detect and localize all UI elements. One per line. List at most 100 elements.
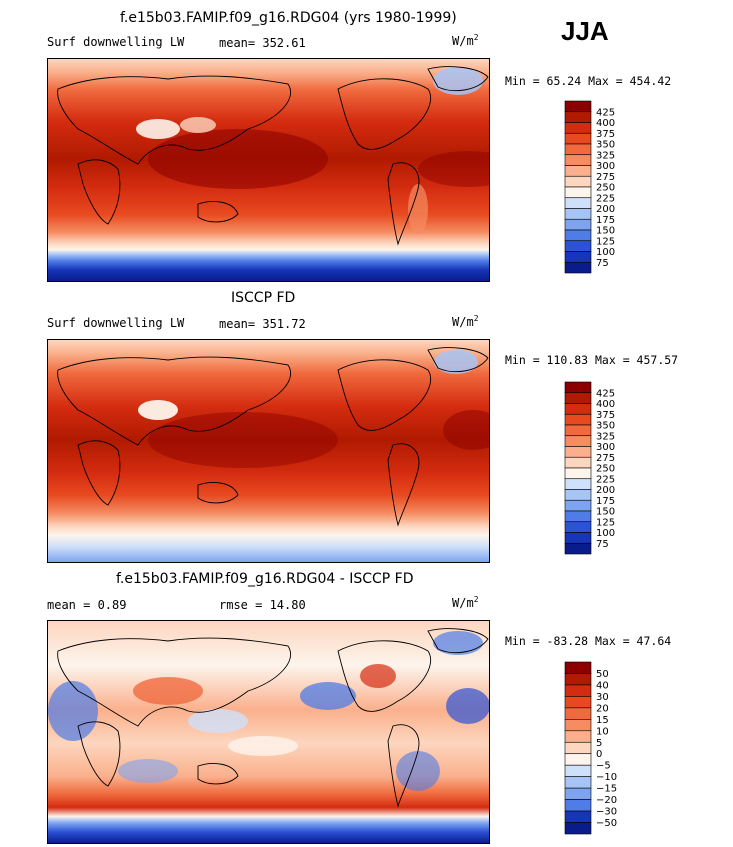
colorbar-tick-label: 300 bbox=[596, 442, 615, 453]
colorbar-swatch bbox=[564, 799, 592, 812]
colorbar-swatch bbox=[564, 111, 592, 123]
colorbar-swatch bbox=[564, 208, 592, 220]
panel-1-colorbar: 425 400 375 350 325 300 275 250 225 200 175 150 125 1… bbox=[564, 100, 645, 275]
colorbar-tick-label: 100 bbox=[596, 528, 615, 539]
colorbar-swatch bbox=[564, 532, 592, 544]
colorbar-tick-label: 20 bbox=[596, 703, 609, 714]
colorbar-swatch bbox=[564, 489, 592, 501]
panel-1-unit-label: W/m2 bbox=[452, 33, 479, 48]
colorbar-swatch bbox=[564, 521, 592, 533]
colorbar-swatch bbox=[564, 719, 592, 732]
colorbar-swatch bbox=[564, 229, 592, 242]
colorbar-swatch bbox=[564, 435, 592, 447]
colorbar-swatch bbox=[564, 100, 592, 113]
colorbar-tick-label: 225 bbox=[596, 193, 615, 204]
colorbar-tick-label: 325 bbox=[596, 150, 615, 161]
colorbar-swatch bbox=[564, 467, 592, 480]
panel-3-unit-label: W/m2 bbox=[452, 595, 479, 610]
colorbar-swatch bbox=[564, 154, 592, 166]
colorbar-swatch bbox=[564, 764, 592, 777]
panel-2-minmax: Min = 110.83 Max = 457.57 bbox=[505, 353, 679, 367]
colorbar-tick-label: 275 bbox=[596, 453, 615, 464]
colorbar-tick-label: −50 bbox=[596, 818, 617, 829]
colorbar-tick-label: 200 bbox=[596, 204, 615, 215]
colorbar-swatch bbox=[564, 251, 592, 263]
colorbar-tick-label: 225 bbox=[596, 474, 615, 485]
colorbar-swatch bbox=[564, 381, 592, 394]
panel-3-minmax: Min = -83.28 Max = 47.64 bbox=[505, 634, 672, 648]
colorbar-swatch bbox=[564, 424, 592, 437]
colorbar-swatch bbox=[564, 122, 592, 134]
colorbar-tick-label: 175 bbox=[596, 496, 615, 507]
colorbar-swatch bbox=[564, 218, 592, 231]
panel-1-map bbox=[47, 58, 490, 282]
colorbar-swatch bbox=[564, 673, 592, 686]
colorbar-swatch bbox=[564, 261, 592, 274]
colorbar-tick-label: 150 bbox=[596, 226, 615, 237]
panel-1-mean-label: mean= 352.61 bbox=[219, 36, 306, 50]
colorbar-swatch bbox=[564, 392, 592, 404]
colorbar-swatch bbox=[564, 661, 592, 674]
colorbar-tick-label: 125 bbox=[596, 517, 615, 528]
colorbar-tick-label: 150 bbox=[596, 507, 615, 518]
colorbar-tick-label: 200 bbox=[596, 485, 615, 496]
colorbar-swatch bbox=[564, 510, 592, 523]
panel-2-mean-label: mean= 351.72 bbox=[219, 317, 306, 331]
colorbar-swatch bbox=[564, 499, 592, 512]
colorbar-swatch bbox=[564, 822, 592, 835]
colorbar-tick-label: 425 bbox=[596, 388, 615, 399]
colorbar-tick-label: 75 bbox=[596, 539, 609, 550]
colorbar-swatch bbox=[564, 707, 592, 720]
colorbar-tick-label: 15 bbox=[596, 715, 609, 726]
colorbar-tick-label: −15 bbox=[596, 784, 617, 795]
colorbar-tick-label: 175 bbox=[596, 215, 615, 226]
colorbar-swatch bbox=[564, 132, 592, 145]
colorbar-swatch bbox=[564, 143, 592, 156]
colorbar-tick-label: 0 bbox=[596, 749, 602, 760]
colorbar-tick-label: 375 bbox=[596, 410, 615, 421]
panel-1-minmax: Min = 65.24 Max = 454.42 bbox=[505, 74, 672, 88]
colorbar-tick-label: 375 bbox=[596, 129, 615, 140]
colorbar-tick-label: 125 bbox=[596, 236, 615, 247]
colorbar-tick-label: 75 bbox=[596, 258, 609, 269]
panel-2-colorbar: 425 400 375 350 325 300 275 250 225 200 175 150 125 1… bbox=[564, 381, 645, 556]
panel-3-mean-label: mean = 0.89 bbox=[47, 598, 127, 612]
colorbar-swatch bbox=[564, 753, 592, 766]
colorbar-swatch bbox=[564, 542, 592, 555]
colorbar-swatch bbox=[564, 446, 592, 458]
colorbar-tick-label: 425 bbox=[596, 107, 615, 118]
colorbar-tick-label: 40 bbox=[596, 680, 609, 691]
panel-1-title: f.e15b03.FAMIP.f09_g16.RDG04 (yrs 1980-1… bbox=[120, 10, 457, 26]
colorbar-tick-label: 50 bbox=[596, 669, 609, 680]
colorbar-tick-label: 350 bbox=[596, 421, 615, 432]
colorbar-tick-label: 350 bbox=[596, 140, 615, 151]
colorbar-swatch bbox=[564, 186, 592, 199]
colorbar-swatch bbox=[564, 787, 592, 800]
colorbar-tick-label: −10 bbox=[596, 772, 617, 783]
colorbar-tick-label: 10 bbox=[596, 726, 609, 737]
panel-3-rmse-label: rmse = 14.80 bbox=[219, 598, 306, 612]
colorbar-swatch bbox=[564, 456, 592, 469]
colorbar-tick-label: −20 bbox=[596, 795, 617, 806]
panel-1-variable-label: Surf downwelling LW bbox=[47, 35, 185, 49]
colorbar-swatch bbox=[564, 810, 592, 823]
colorbar-tick-label: 275 bbox=[596, 172, 615, 183]
colorbar-swatch bbox=[564, 413, 592, 426]
colorbar-swatch bbox=[564, 684, 592, 697]
colorbar-swatch bbox=[564, 478, 592, 490]
colorbar-swatch bbox=[564, 175, 592, 188]
colorbar-tick-label: 5 bbox=[596, 738, 602, 749]
panel-3-title: f.e15b03.FAMIP.f09_g16.RDG04 - ISCCP FD bbox=[116, 571, 414, 587]
colorbar-swatch bbox=[564, 240, 592, 252]
colorbar-swatch bbox=[564, 197, 592, 209]
colorbar-tick-label: −30 bbox=[596, 807, 617, 818]
colorbar-tick-label: 325 bbox=[596, 431, 615, 442]
season-label: JJA bbox=[561, 16, 609, 46]
colorbar-tick-label: 100 bbox=[596, 247, 615, 258]
colorbar-tick-label: 300 bbox=[596, 161, 615, 172]
colorbar-swatch bbox=[564, 403, 592, 415]
panel-3-colorbar: 50 40 30 20 15 10 5 0 −5 −10 −15 −20 −30 −50 bbox=[564, 661, 645, 836]
colorbar-swatch bbox=[564, 165, 592, 177]
panel-2-title: ISCCP FD bbox=[231, 290, 296, 306]
colorbar-swatch bbox=[564, 776, 592, 789]
